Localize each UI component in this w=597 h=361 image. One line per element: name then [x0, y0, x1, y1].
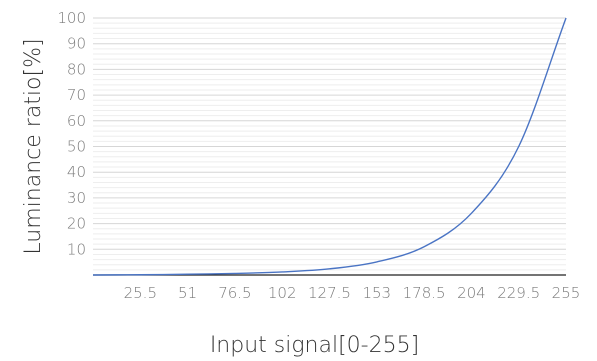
x-tick-labels: 25.5 51 76.5 102 127.5 153 178.5 204 229.5 255 — [124, 284, 581, 302]
y-tick-label: 10 — [67, 240, 86, 258]
x-tick-label: 25.5 — [124, 284, 157, 302]
y-tick-label: 100 — [57, 9, 86, 27]
y-tick-label: 50 — [67, 138, 86, 156]
x-tick-label: 178.5 — [403, 284, 446, 302]
x-tick-label: 102 — [268, 284, 297, 302]
y-tick-label: 20 — [67, 215, 86, 233]
x-tick-label: 204 — [457, 284, 486, 302]
y-tick-label: 40 — [67, 163, 86, 181]
y-tick-labels: 10 20 30 40 50 60 70 80 90 100 — [57, 9, 86, 258]
y-axis-title: Luminance ratio[%] — [21, 38, 46, 254]
y-tick-label: 70 — [67, 86, 86, 104]
x-axis-title: Input signal[0-255] — [210, 333, 419, 358]
series-line — [92, 17, 567, 276]
y-tick-label: 60 — [67, 112, 86, 130]
y-tick-label: 90 — [67, 35, 86, 53]
y-tick-label: 80 — [67, 60, 86, 78]
x-tick-label: 255 — [552, 284, 581, 302]
y-tick-label: 30 — [67, 189, 86, 207]
x-tick-label: 51 — [178, 284, 197, 302]
grid — [93, 17, 566, 271]
x-tick-label: 76.5 — [218, 284, 251, 302]
x-tick-label: 229.5 — [497, 284, 540, 302]
x-tick-label: 127.5 — [308, 284, 351, 302]
x-tick-label: 153 — [362, 284, 391, 302]
